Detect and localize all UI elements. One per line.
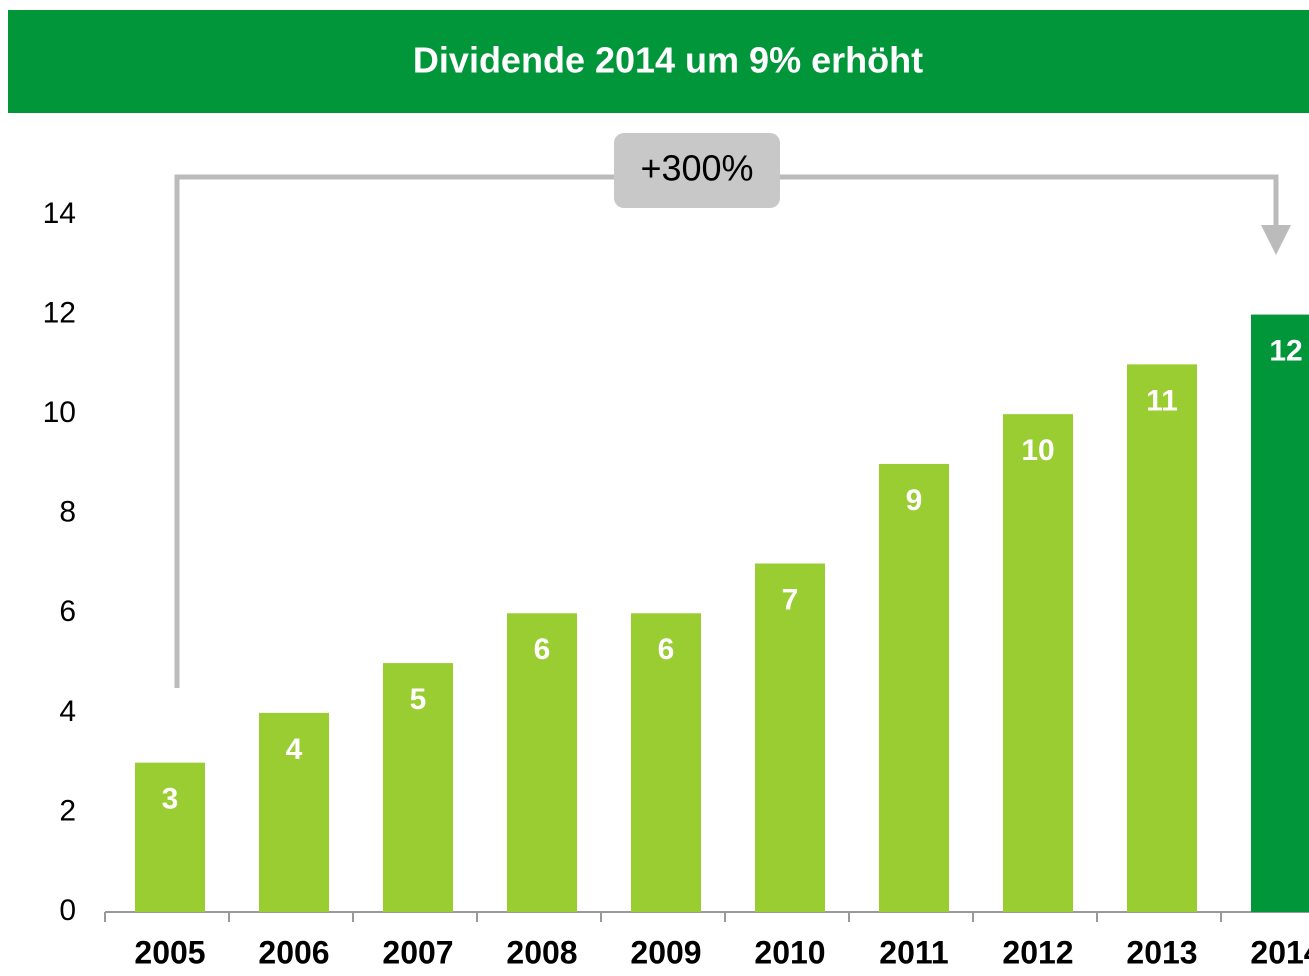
x-tick-label: 2008 [506, 934, 577, 970]
value-label: 4 [286, 733, 303, 766]
y-tick-label: 10 [43, 396, 76, 429]
x-tick-label: 2007 [382, 934, 453, 970]
y-tick-label: 8 [59, 496, 76, 529]
y-tick-label: 14 [43, 197, 76, 230]
value-label: 7 [782, 583, 799, 616]
x-tick-label: 2010 [754, 934, 825, 970]
x-tick-label: 2005 [134, 934, 205, 970]
annotation: +300% [640, 148, 753, 189]
bracket-arrow [1261, 225, 1291, 255]
value-label: 6 [534, 633, 551, 666]
bar [1251, 314, 1309, 913]
value-label: 5 [410, 683, 427, 716]
title-banner [8, 10, 1309, 113]
chart-title: Dividende 2014 um 9% erhöht [413, 40, 923, 81]
bar [383, 663, 453, 912]
y-tick-label: 0 [59, 894, 76, 927]
value-label: 6 [658, 633, 675, 666]
value-label: 9 [906, 484, 923, 517]
value-label: 11 [1146, 384, 1178, 417]
y-tick-label: 6 [59, 595, 76, 628]
x-tick-label: 2012 [1002, 934, 1073, 970]
bar [1003, 414, 1073, 912]
bar [879, 463, 949, 912]
bar [259, 712, 329, 912]
bar [755, 563, 825, 912]
value-label: 12 [1269, 334, 1302, 367]
bar [1127, 364, 1197, 912]
y-tick-label: 12 [43, 296, 76, 329]
annotation-box [614, 133, 780, 208]
x-tick-label: 2011 [879, 934, 948, 970]
bar [507, 613, 577, 912]
bracket [174, 174, 1279, 688]
x-tick-label: 2009 [630, 934, 701, 970]
value-label: 10 [1021, 434, 1054, 467]
bar [631, 613, 701, 912]
x-tick-label: 2014 [1250, 934, 1309, 970]
y-tick-label: 2 [59, 794, 76, 827]
x-tick-label: 2013 [1126, 934, 1197, 970]
bar [135, 762, 205, 912]
y-tick-label: 4 [59, 695, 76, 728]
x-tick-label: 2006 [258, 934, 329, 970]
value-label: 3 [162, 783, 179, 816]
